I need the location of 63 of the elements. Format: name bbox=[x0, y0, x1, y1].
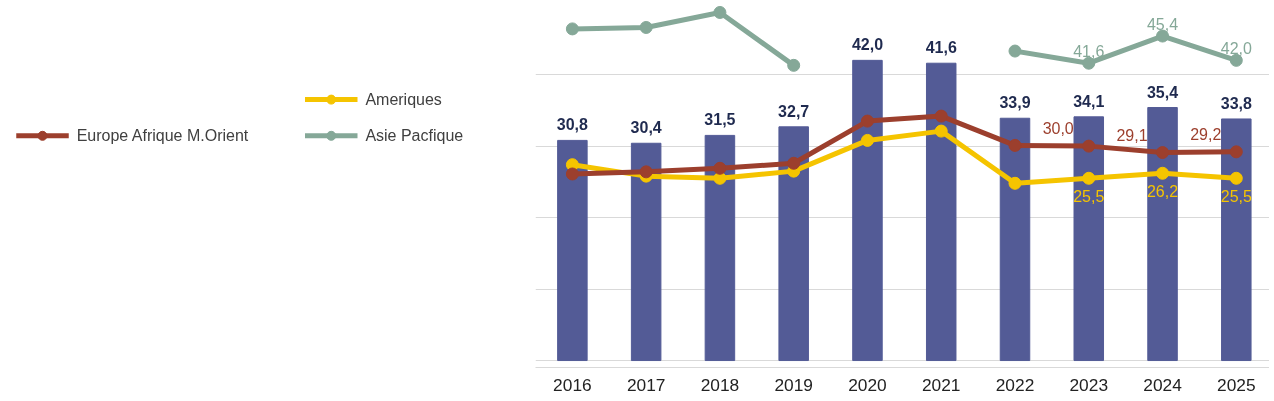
point bbox=[1008, 44, 1022, 58]
data-label: 32,7 bbox=[778, 102, 810, 120]
bar bbox=[1147, 107, 1178, 362]
data-label: 45,4 bbox=[1146, 16, 1179, 34]
point bbox=[1229, 171, 1243, 185]
bar bbox=[925, 62, 957, 362]
bar bbox=[852, 59, 883, 362]
x-tick-label: 2017 bbox=[626, 374, 666, 395]
point bbox=[1156, 146, 1170, 160]
bar bbox=[999, 117, 1031, 362]
legend-label: Asie Pacfique bbox=[365, 127, 464, 145]
point bbox=[1082, 171, 1096, 185]
point bbox=[639, 20, 653, 34]
data-label: 33,9 bbox=[999, 94, 1031, 112]
x-tick-label: 2020 bbox=[848, 374, 887, 395]
data-label: 41,6 bbox=[1073, 43, 1105, 61]
bar bbox=[704, 134, 736, 362]
point bbox=[934, 124, 948, 138]
data-label: 30,8 bbox=[556, 116, 589, 134]
x-tick-label: 2025 bbox=[1217, 374, 1256, 395]
point bbox=[1229, 145, 1243, 159]
point bbox=[713, 161, 727, 175]
data-label: 31,5 bbox=[704, 111, 736, 129]
x-tick-label: 2019 bbox=[774, 374, 813, 395]
data-label: 34,1 bbox=[1073, 92, 1105, 110]
data-label: 33,8 bbox=[1220, 94, 1252, 112]
data-label: 30,4 bbox=[630, 119, 662, 137]
data-label: 25,5 bbox=[1220, 188, 1252, 206]
data-label: 42,0 bbox=[1220, 40, 1252, 58]
x-tick-label: 2018 bbox=[700, 374, 740, 395]
bar bbox=[778, 126, 809, 362]
x-tick-label: 2022 bbox=[995, 374, 1035, 395]
point bbox=[565, 167, 579, 181]
data-label: 29,2 bbox=[1190, 125, 1222, 143]
bar bbox=[630, 142, 662, 362]
data-label: 30,0 bbox=[1042, 120, 1074, 138]
data-label: 25,5 bbox=[1073, 188, 1105, 206]
legend-label: Europe Afrique M.Orient bbox=[76, 127, 249, 145]
x-tick-label: 2023 bbox=[1069, 374, 1109, 395]
data-label: 29,1 bbox=[1116, 126, 1148, 144]
data-label: 42,0 bbox=[851, 36, 884, 54]
point bbox=[1008, 176, 1022, 190]
data-label: 41,6 bbox=[925, 39, 957, 57]
point bbox=[1156, 166, 1170, 180]
data-label: 35,4 bbox=[1146, 83, 1179, 101]
legend-label: Ameriques bbox=[365, 91, 442, 109]
x-tick-label: 2024 bbox=[1143, 374, 1183, 395]
point bbox=[1008, 138, 1022, 152]
x-tick-label: 2016 bbox=[553, 374, 592, 395]
point bbox=[787, 58, 801, 72]
point bbox=[934, 109, 948, 123]
point bbox=[860, 114, 874, 128]
bar bbox=[557, 139, 588, 362]
point bbox=[639, 165, 653, 179]
bar bbox=[1073, 116, 1105, 362]
point bbox=[1082, 139, 1096, 153]
data-label: 26,2 bbox=[1146, 183, 1179, 201]
point bbox=[787, 156, 801, 170]
point bbox=[860, 133, 874, 147]
bar bbox=[1221, 118, 1252, 362]
x-tick-label: 2021 bbox=[921, 374, 961, 395]
point bbox=[713, 5, 727, 19]
point bbox=[565, 22, 579, 36]
